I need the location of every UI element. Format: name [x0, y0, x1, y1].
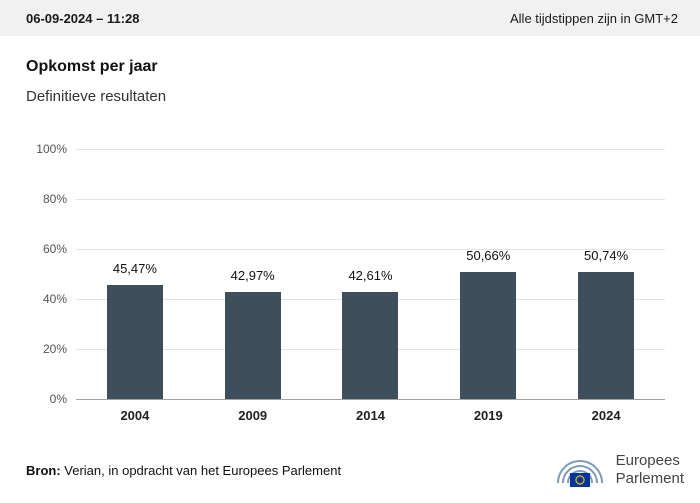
y-axis-tick-label: 40% — [42, 292, 67, 306]
ep-logo: Europees Parlement — [553, 447, 684, 493]
x-axis-label: 2019 — [473, 408, 503, 423]
gridline — [76, 399, 665, 400]
bar-2024 — [578, 272, 635, 399]
bar-slot: 42,97% — [194, 149, 312, 399]
gridline — [76, 199, 665, 200]
gridline — [76, 249, 665, 250]
ep-logo-text: Europees Parlement — [616, 452, 684, 488]
y-axis-tick-label: 100% — [36, 142, 67, 156]
bar-value-label: 42,61% — [348, 268, 393, 284]
bar-2009 — [224, 291, 281, 399]
bar-slot: 45,47% — [76, 149, 194, 399]
bar-slot: 50,66% — [429, 149, 547, 399]
eu-flag-stars — [574, 475, 585, 485]
x-axis-label: 2014 — [356, 408, 385, 423]
page-subtitle: Definitieve resultaten — [26, 88, 167, 105]
y-axis-tick-label: 0% — [49, 392, 67, 406]
bar-2014 — [342, 292, 399, 399]
source-text: Verian, in opdracht van het Europees Par… — [60, 462, 342, 478]
bar-2019 — [460, 272, 517, 399]
x-axis-label: 2024 — [591, 408, 621, 423]
x-axis-label: 2004 — [120, 408, 150, 423]
bar-value-label: 50,66% — [466, 248, 511, 264]
bar-value-label: 50,74% — [584, 248, 629, 264]
bar-chart: 45,47% 42,97% 42,61% 50,66% 50,74% 0% 20% 40% 6… — [36, 142, 665, 423]
source-label: Bron: — [26, 462, 61, 478]
page-title: Opkomst per jaar — [26, 58, 158, 75]
plot-area: 45,47% 42,97% 42,61% 50,66% 50,74% 0% 20% 40% 6… — [36, 142, 665, 406]
gridline — [76, 149, 665, 150]
bar-slot: 50,74% — [547, 149, 665, 399]
bar-value-label: 45,47% — [112, 261, 157, 277]
y-axis-tick-label: 60% — [42, 242, 67, 256]
ep-logo-line2: Parlement — [615, 470, 684, 487]
source-note: Bron: Verian, in opdracht van het Europe… — [26, 463, 341, 478]
bar-value-label: 42,97% — [230, 267, 275, 283]
y-axis-tick-label: 20% — [42, 342, 67, 356]
top-bar: 06-09-2024 – 11:28 Alle tijdstippen zijn… — [0, 0, 700, 36]
timezone-note: Alle tijdstippen zijn in GMT+2 — [510, 10, 678, 26]
ep-logo-line1: Europees — [615, 452, 680, 469]
ep-hemicycle-icon — [556, 460, 603, 487]
x-axis-label: 2009 — [238, 408, 268, 423]
chart-header: Opkomst per jaar Definitieve resultaten — [0, 36, 700, 105]
footer: Bron: Verian, in opdracht van het Europe… — [0, 447, 700, 503]
y-axis-tick-label: 80% — [42, 192, 67, 206]
x-axis: 2004 2009 2014 2019 2024 — [76, 408, 665, 423]
bar-slot: 42,61% — [312, 149, 430, 399]
bars-container: 45,47% 42,97% 42,61% 50,66% 50,74% — [76, 149, 665, 399]
datetime-label: 06-09-2024 – 11:28 — [26, 10, 140, 26]
eu-flag-icon — [569, 473, 590, 487]
bar-2004 — [106, 285, 163, 399]
